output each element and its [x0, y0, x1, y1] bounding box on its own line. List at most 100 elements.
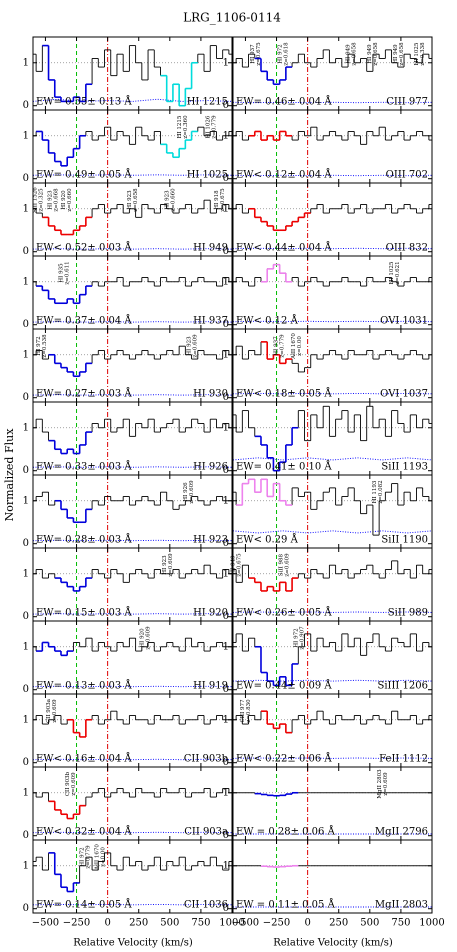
y-tick-label: 1	[223, 568, 229, 579]
x-tick-label: 1000	[419, 918, 444, 929]
ion-label: SiII 989	[388, 608, 428, 619]
y-tick-label: 0	[223, 465, 229, 476]
line-annotation: z=0.675	[237, 553, 243, 577]
line-annotation: HI 1215	[177, 115, 183, 138]
y-tick-label: 1	[223, 276, 229, 287]
equivalent-width: EW= 0.15± 0.03 Å	[36, 607, 132, 619]
line-annotation: z=0.907	[299, 626, 305, 650]
y-tick-label: 0	[223, 684, 229, 695]
line-annotation: z=0.609	[189, 480, 195, 504]
equivalent-width: EW< 0.22± 0.06 Å	[236, 753, 332, 765]
line-annotation: HI 949	[393, 44, 399, 64]
x-tick-label: −500	[32, 918, 59, 929]
y-tick-label: 1	[223, 130, 229, 141]
ion-label: CII 903a	[184, 827, 228, 838]
ion-label: OVI 1037	[380, 389, 428, 400]
line-annotation: z=0.325	[38, 188, 44, 212]
line-annotation: z=0.00	[297, 336, 303, 356]
line-annotation: z=0.779	[211, 115, 217, 139]
line-annotation: CII 903b	[65, 771, 71, 796]
x-tick-label: −500	[232, 918, 259, 929]
equivalent-width: EW< 0.16± 0.04 Å	[36, 753, 132, 765]
y-tick-label: 0	[23, 392, 29, 403]
panel: −500 −250 0 250 500 750 1000 0 1 EW = 0.11± 0.05 …	[223, 839, 445, 929]
line-annotation: z=0.609	[145, 626, 151, 650]
equivalent-width: EW = 0.11± 0.05 Å	[236, 899, 336, 911]
y-tick-label: 1	[23, 276, 29, 287]
ion-label: CII 1036	[184, 900, 228, 911]
y-tick-label: 0	[23, 903, 29, 914]
line-annotation: z=0.609	[193, 334, 199, 358]
y-tick-label: 0	[223, 903, 229, 914]
ion-label: SiII 1193	[381, 462, 428, 473]
line-annotation: z=0.830	[246, 699, 252, 723]
y-tick-label: 0	[23, 465, 29, 476]
line-annotation: z=0.618	[283, 42, 289, 66]
y-tick-label: 0	[223, 830, 229, 841]
line-annotation: HI 972	[277, 44, 283, 63]
y-tick-label: 0	[23, 538, 29, 549]
equivalent-width: EW= 0.41± 0.10 Å	[236, 461, 332, 473]
y-axis-label: Normalized Flux	[3, 428, 16, 522]
panel: HI 949 z=0.675 SiII 988 z=0.609 0 1 EW< 0.26± …	[223, 547, 433, 622]
equivalent-width: EW = 0.28± 0.06 Å	[236, 826, 336, 838]
y-tick-label: 1	[23, 203, 29, 214]
y-tick-label: 1	[23, 568, 29, 579]
equivalent-width: EW< 0.12 Å	[236, 315, 299, 327]
equivalent-width: EW= 0.46± 0.04 Å	[236, 96, 332, 108]
x-tick-label: 750	[191, 918, 210, 929]
panel-frame	[32, 839, 233, 914]
y-tick-label: 0	[23, 611, 29, 622]
line-annotation: HI 949	[346, 44, 352, 64]
line-annotation: HI 918	[214, 190, 220, 210]
line-annotation: HI 923	[187, 336, 193, 356]
line-annotation: HI 1026	[205, 115, 211, 138]
line-annotation: z=0.360	[183, 115, 189, 139]
y-tick-label: 1	[223, 495, 229, 506]
y-tick-label: 0	[23, 757, 29, 768]
ion-label: OIII 832	[386, 243, 428, 254]
ion-label: CIII 977	[386, 97, 428, 108]
line-annotation: CII 903a	[46, 698, 52, 723]
equivalent-width: EW= 0.44± 0.09 Å	[236, 680, 332, 692]
panel: 0 1 EW= 0.41± 0.10 Å SiII 1193	[223, 401, 433, 476]
line-annotation: HI 923	[162, 555, 168, 575]
equivalent-width: EW= 0.13± 0.03 Å	[36, 680, 132, 692]
error-line	[232, 457, 433, 461]
ion-label: HI 920	[193, 608, 228, 619]
line-annotation: z=0.675	[220, 188, 226, 212]
panel: HI 937 z=0.779 AlII 1670 z=0.00 0 1 EW< 0.18± …	[223, 328, 433, 403]
panel: HI 1025 z=0.621 0 1 EW< 0.12 Å OVI 1031	[223, 255, 433, 330]
ion-label: HI 937	[193, 316, 228, 327]
equivalent-width: EW= 0.49± 0.05 Å	[36, 169, 132, 181]
panel: CII 903a z=0.609 0 1 EW< 0.16± 0.04 Å CII 903…	[23, 693, 233, 768]
panel: HI 935 z=0.611 0 1 EW= 0.37± 0.04 Å HI 937	[23, 255, 233, 330]
ion-label: SiIII 1206	[377, 681, 428, 692]
y-tick-label: 0	[23, 173, 29, 184]
ion-label: HI 923	[193, 535, 228, 546]
equivalent-width: EW< 0.12± 0.04 Å	[236, 169, 332, 181]
panel: 0 1 EW= 0.55± 0.13 Å HI 1215	[23, 36, 233, 111]
line-annotation: z=0.658	[352, 42, 358, 66]
y-tick-label: 1	[223, 714, 229, 725]
line-annotation: z=0.538	[42, 334, 48, 358]
y-tick-label: 1	[23, 57, 29, 68]
ion-label: HI 1025	[187, 170, 228, 181]
panel: MgII 2803 z=0.609 0 1 EW = 0.28± 0.06 Å MgII …	[223, 766, 433, 841]
x-tick-label: 1000	[219, 918, 244, 929]
panel: HI 926 z=0.609 0 1 EW= 0.28± 0.03 Å HI 923	[23, 474, 233, 549]
ion-label: CII 903b	[184, 754, 228, 765]
y-tick-label: 1	[23, 495, 29, 506]
y-tick-label: 1	[223, 349, 229, 360]
line-annotation: z=0.660	[67, 188, 73, 212]
x-tick-label: 250	[129, 918, 148, 929]
y-tick-label: 0	[223, 392, 229, 403]
line-annotation: HI 923	[47, 190, 53, 210]
panel: HI 923 z=0.609 0 1 EW= 0.15± 0.03 Å HI 920	[23, 547, 233, 622]
y-tick-label: 0	[23, 684, 29, 695]
x-tick-label: 500	[160, 918, 179, 929]
panel: HI 937 z=0.675 HI 972 z=0.618 HI 949 z=0.658 H…	[223, 36, 433, 111]
y-tick-label: 1	[223, 787, 229, 798]
line-annotation: HI 972	[80, 847, 86, 866]
